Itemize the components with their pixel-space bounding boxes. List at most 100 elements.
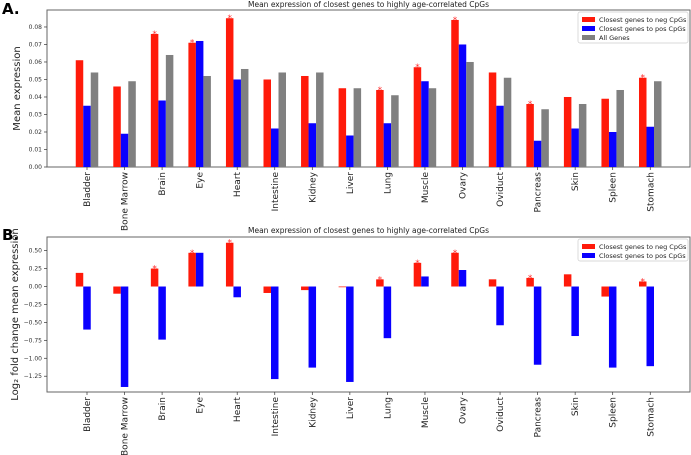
legend-swatch-closest-genes-to-pos-cpgs [582, 26, 595, 31]
bar-closest-genes-to-neg-cpgs-lung [376, 279, 384, 287]
y-axis-label: Log₂ fold change mean expression [10, 228, 21, 400]
bar-closest-genes-to-neg-cpgs-bladder [75, 60, 84, 167]
significance-star: * [190, 39, 195, 49]
bar-closest-genes-to-neg-cpgs-stomach [639, 77, 647, 167]
x-tick-label: Lung [383, 397, 393, 419]
y-tick-label: −0.75 [24, 337, 43, 344]
bar-closest-genes-to-pos-cpgs-spleen [608, 131, 617, 167]
bar-closest-genes-to-pos-cpgs-bladder [83, 286, 91, 330]
bar-closest-genes-to-pos-cpgs-lung [383, 286, 392, 339]
significance-star: * [641, 277, 646, 287]
bar-closest-genes-to-neg-cpgs-brain [150, 33, 159, 167]
bar-closest-genes-to-pos-cpgs-liver [346, 135, 354, 167]
y-tick-label: 0.00 [29, 164, 43, 171]
significance-star: * [528, 100, 533, 110]
x-tick-label: Muscle [421, 172, 431, 204]
bar-all-genes-lung [391, 95, 399, 167]
x-tick-label: Kidney [308, 396, 318, 427]
legend-swatch-all-genes [582, 35, 595, 40]
bar-closest-genes-to-pos-cpgs-muscle [421, 81, 429, 167]
bar-closest-genes-to-pos-cpgs-kidney [308, 286, 317, 368]
bar-closest-genes-to-pos-cpgs-pancreas [533, 286, 542, 365]
significance-star: * [415, 259, 420, 269]
x-tick-label: Ovary [459, 171, 469, 199]
x-tick-label: Pancreas [534, 172, 544, 213]
bar-closest-genes-to-neg-cpgs-stomach [639, 281, 647, 287]
y-tick-label: 0.04 [29, 94, 43, 101]
y-axis-label: Mean expression [12, 46, 23, 130]
bar-closest-genes-to-neg-cpgs-muscle [413, 67, 422, 167]
bar-closest-genes-to-neg-cpgs-heart [225, 18, 234, 167]
bar-closest-genes-to-pos-cpgs-skin [571, 286, 579, 337]
y-tick-label: 0.02 [29, 129, 43, 136]
bar-closest-genes-to-neg-cpgs-pancreas [526, 103, 534, 167]
legend-label-all-genes: All Genes [599, 34, 630, 42]
x-tick-label: Lung [383, 172, 393, 194]
bar-closest-genes-to-pos-cpgs-stomach [646, 286, 654, 367]
x-tick-label: Bladder [83, 172, 93, 207]
bar-closest-genes-to-pos-cpgs-liver [346, 286, 354, 382]
x-tick-label: Skin [571, 172, 581, 191]
x-tick-label: Brain [158, 172, 168, 196]
x-tick-label: Liver [346, 172, 356, 194]
legend [577, 238, 689, 262]
x-tick-label: Oviduct [496, 172, 506, 207]
bar-closest-genes-to-pos-cpgs-intestine [271, 128, 279, 167]
x-tick-label: Heart [233, 172, 243, 198]
panel-label: B. [2, 226, 19, 244]
bar-all-genes-intestine [278, 72, 286, 167]
bar-closest-genes-to-pos-cpgs-pancreas [533, 140, 542, 167]
bar-closest-genes-to-neg-cpgs-intestine [263, 79, 271, 167]
bar-closest-genes-to-neg-cpgs-ovary [451, 252, 459, 287]
x-tick-label: Eye [196, 397, 206, 414]
legend-label-closest-genes-to-pos-cpgs: Closest genes to pos CpGs [599, 25, 686, 33]
x-tick-label: Bladder [83, 397, 93, 432]
bar-all-genes-ovary [466, 61, 474, 167]
significance-star: * [528, 274, 533, 284]
legend-label-closest-genes-to-neg-cpgs: Closest genes to neg CpGs [599, 16, 687, 24]
bar-closest-genes-to-neg-cpgs-oviduct [488, 279, 497, 287]
bar-closest-genes-to-pos-cpgs-eye [195, 252, 204, 287]
bar-closest-genes-to-pos-cpgs-stomach [646, 126, 654, 167]
bar-closest-genes-to-pos-cpgs-ovary [458, 270, 467, 287]
bar-all-genes-spleen [616, 89, 624, 167]
chart-panel-a-: A. Mean expression of closest genes to hi… [2, 0, 691, 231]
plot-frame [46, 236, 691, 393]
bar-closest-genes-to-pos-cpgs-oviduct [496, 286, 504, 326]
bar-closest-genes-to-pos-cpgs-intestine [271, 286, 279, 380]
bar-closest-genes-to-pos-cpgs-heart [233, 286, 241, 298]
significance-star: * [378, 275, 383, 285]
panel-label: A. [2, 0, 20, 18]
x-tick-label: Bone Marrow [121, 172, 131, 231]
significance-star: * [641, 74, 646, 84]
bar-closest-genes-to-pos-cpgs-heart [233, 79, 241, 167]
bar-closest-genes-to-pos-cpgs-spleen [608, 286, 617, 368]
bar-closest-genes-to-neg-cpgs-pancreas [526, 277, 534, 287]
x-tick-label: Kidney [308, 171, 318, 202]
x-tick-label: Liver [346, 397, 356, 419]
bar-all-genes-muscle [428, 88, 437, 167]
y-tick-label: 0.25 [29, 266, 43, 273]
x-tick-label: Stomach [646, 172, 656, 212]
x-tick-label: Skin [571, 397, 581, 416]
y-tick-label: −0.25 [24, 301, 43, 308]
bar-closest-genes-to-pos-cpgs-eye [195, 40, 204, 167]
y-tick-label: −0.50 [24, 319, 43, 326]
y-tick-label: 0.05 [29, 76, 43, 83]
bar-closest-genes-to-pos-cpgs-oviduct [496, 105, 504, 167]
bar-all-genes-stomach [654, 81, 662, 167]
bar-all-genes-skin [578, 103, 587, 167]
significance-star: * [378, 86, 383, 96]
legend-label-closest-genes-to-pos-cpgs: Closest genes to pos CpGs [599, 252, 686, 260]
bar-closest-genes-to-neg-cpgs-liver [338, 286, 347, 288]
bar-closest-genes-to-pos-cpgs-skin [571, 128, 579, 167]
bar-closest-genes-to-neg-cpgs-spleen [601, 286, 609, 297]
x-tick-label: Bone Marrow [121, 397, 131, 455]
significance-star: * [152, 265, 157, 275]
bar-closest-genes-to-neg-cpgs-heart [225, 242, 234, 287]
bar-closest-genes-to-neg-cpgs-kidney [301, 75, 309, 167]
bar-all-genes-eye [203, 75, 211, 167]
bar-closest-genes-to-neg-cpgs-eye [188, 252, 196, 287]
bar-closest-genes-to-neg-cpgs-oviduct [488, 72, 497, 167]
